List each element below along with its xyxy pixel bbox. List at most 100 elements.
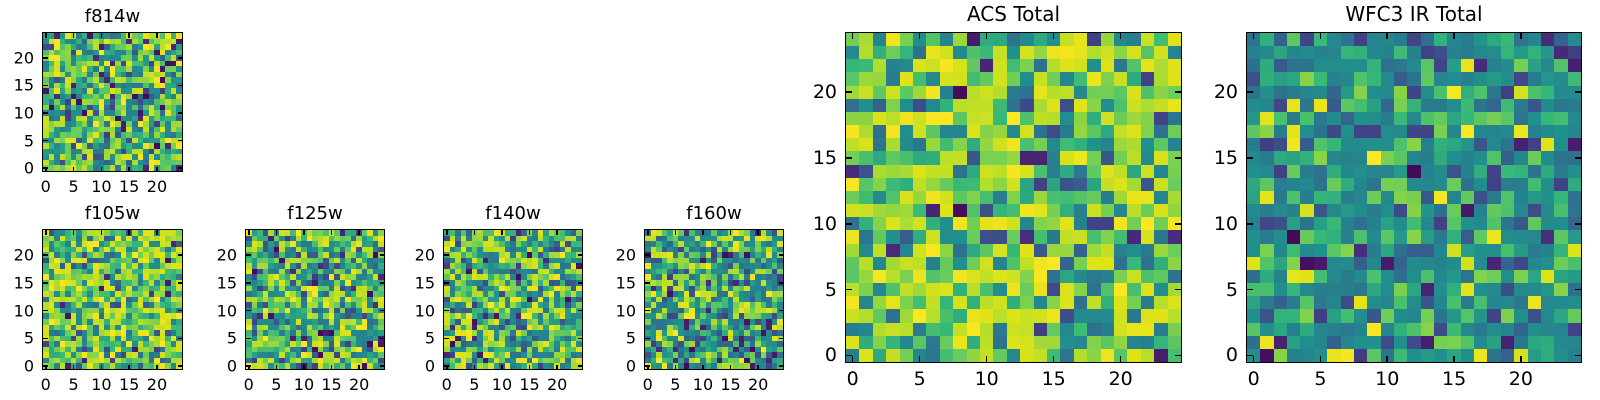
heatmap-cell xyxy=(170,88,177,94)
heatmap-cell xyxy=(176,341,182,347)
heatmap-cell xyxy=(727,246,734,253)
y-tick-mark xyxy=(645,254,650,256)
heatmap-cell xyxy=(532,330,538,336)
heatmap-cell xyxy=(499,280,505,286)
heatmap-cell xyxy=(279,235,285,242)
heatmap-cell xyxy=(846,243,860,257)
heatmap-cell xyxy=(312,352,318,358)
heatmap-cell xyxy=(661,241,668,247)
heatmap-cell xyxy=(1460,204,1475,218)
heatmap-cell xyxy=(81,33,88,39)
heatmap-cell xyxy=(705,235,712,242)
heatmap-cell xyxy=(1287,177,1301,191)
heatmap-cell xyxy=(872,243,887,257)
heatmap-cell xyxy=(137,363,144,369)
heatmap-cell xyxy=(109,235,116,242)
heatmap-cell xyxy=(482,252,489,258)
heatmap-cell xyxy=(678,318,684,325)
heatmap-cell xyxy=(76,246,82,253)
heatmap-cell xyxy=(1020,164,1034,178)
heatmap-cell xyxy=(521,252,527,258)
heatmap-cell xyxy=(170,230,177,236)
heatmap-cell xyxy=(76,330,82,336)
x-tick-label: 15 xyxy=(720,375,741,394)
heatmap-cell xyxy=(345,341,351,347)
heatmap-cell xyxy=(48,66,55,72)
heatmap-cell xyxy=(317,324,324,331)
heatmap-cell xyxy=(1447,204,1461,218)
heatmap-cell xyxy=(667,280,673,286)
y-tick-mark xyxy=(1247,157,1253,159)
heatmap-cell xyxy=(126,49,132,56)
heatmap-cell xyxy=(43,66,49,72)
heatmap-cell xyxy=(1447,243,1461,257)
heatmap-cell xyxy=(159,55,166,61)
heatmap-cell xyxy=(295,285,302,292)
heatmap-cell xyxy=(372,268,379,275)
heatmap-cell xyxy=(493,263,500,269)
heatmap-cell xyxy=(148,235,155,242)
heatmap-cell xyxy=(131,302,138,308)
y-tick-label: 5 xyxy=(824,278,837,301)
heatmap-cell xyxy=(1273,85,1288,99)
heatmap-cell xyxy=(273,352,280,358)
heatmap-cell xyxy=(131,307,138,314)
heatmap-cell xyxy=(744,335,750,342)
x-tick-mark xyxy=(128,166,130,171)
heatmap-cell xyxy=(777,246,783,253)
heatmap-cell xyxy=(148,121,155,127)
heatmap-cell xyxy=(1287,322,1301,336)
heatmap-cell xyxy=(334,252,340,258)
heatmap-cell xyxy=(678,252,684,258)
heatmap-cell xyxy=(744,230,750,236)
panel-title: ACS Total xyxy=(966,2,1061,26)
heatmap-cell xyxy=(939,322,954,336)
heatmap-cell xyxy=(345,291,351,297)
heatmap-cell xyxy=(154,82,160,89)
heatmap-cell xyxy=(93,104,99,111)
heatmap-cell xyxy=(1500,72,1515,86)
y-tick-mark xyxy=(177,112,182,114)
heatmap-cell xyxy=(711,263,717,269)
heatmap-cell xyxy=(859,322,873,336)
heatmap-cell xyxy=(846,256,860,270)
heatmap-cell xyxy=(306,268,313,275)
heatmap-cell xyxy=(372,257,379,264)
heatmap-cell xyxy=(1300,283,1314,297)
heatmap-cell xyxy=(738,330,745,336)
heatmap-cell xyxy=(1273,322,1288,336)
heatmap-cell xyxy=(672,307,679,314)
heatmap-cell xyxy=(926,217,940,231)
heatmap-plot xyxy=(645,230,783,369)
heatmap-cell xyxy=(131,230,138,236)
heatmap-cell xyxy=(120,274,127,281)
heatmap-cell xyxy=(886,296,900,310)
heatmap-cell xyxy=(570,307,577,314)
heatmap-cell xyxy=(504,263,511,269)
heatmap-cell xyxy=(93,263,99,269)
heatmap-cell xyxy=(131,335,138,342)
heatmap-cell xyxy=(301,291,307,297)
heatmap-cell xyxy=(661,346,668,353)
heatmap-cell xyxy=(81,335,88,342)
heatmap-cell xyxy=(771,324,778,331)
heatmap-cell xyxy=(98,110,105,116)
heatmap-cell xyxy=(104,104,110,111)
heatmap-cell xyxy=(120,330,127,336)
heatmap-cell xyxy=(339,335,346,342)
heatmap-cell xyxy=(755,341,761,347)
heatmap-cell xyxy=(76,296,82,303)
heatmap-cell xyxy=(115,285,121,292)
heatmap-cell xyxy=(104,296,110,303)
y-tick-label: 15 xyxy=(414,273,435,293)
heatmap-cell xyxy=(148,99,155,105)
heatmap-cell xyxy=(716,296,723,303)
heatmap-cell xyxy=(98,71,105,78)
heatmap-cell xyxy=(93,93,99,100)
heatmap-cell xyxy=(966,204,980,218)
heatmap-cell xyxy=(115,82,121,89)
heatmap-cell xyxy=(777,318,783,325)
heatmap-cell xyxy=(482,352,489,358)
heatmap-cell xyxy=(1487,230,1501,244)
heatmap-cell xyxy=(1287,151,1301,165)
